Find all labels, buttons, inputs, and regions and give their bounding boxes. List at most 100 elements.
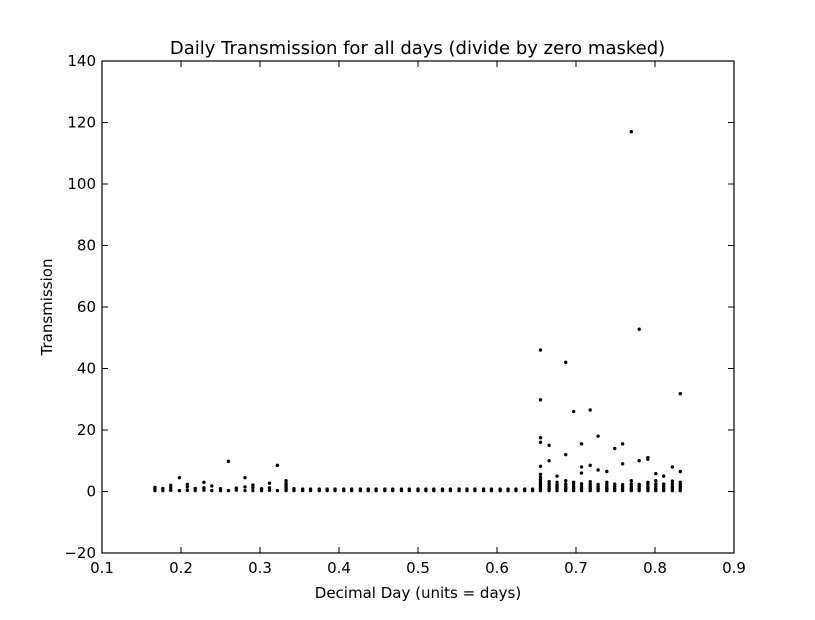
data-point (637, 327, 641, 331)
data-point (629, 482, 633, 486)
data-point (416, 487, 420, 491)
data-point (349, 487, 354, 491)
data-point (579, 442, 584, 446)
data-points (153, 130, 682, 493)
data-point (202, 486, 206, 490)
x-tick-label: 0.6 (485, 559, 509, 577)
y-tick-label: −20 (64, 544, 96, 562)
data-point (243, 485, 247, 489)
data-point (210, 488, 214, 493)
data-point (267, 481, 272, 485)
data-point (629, 484, 633, 489)
data-point (579, 465, 584, 469)
x-axis-label: Decimal Day (units = days) (315, 584, 521, 602)
data-point (432, 487, 436, 491)
data-point (267, 488, 272, 492)
y-tick-label: 0 (86, 483, 96, 501)
data-point (153, 485, 157, 490)
data-point (308, 487, 313, 491)
data-point (399, 487, 404, 491)
data-point (661, 482, 666, 486)
data-point (538, 472, 543, 476)
data-point (620, 483, 625, 487)
y-tick-label: 20 (77, 421, 96, 439)
data-point (661, 474, 666, 478)
y-tick-label: 60 (77, 298, 96, 316)
data-point (678, 392, 682, 396)
data-point (275, 488, 280, 493)
data-point (177, 475, 182, 480)
data-point (547, 479, 551, 484)
data-point (251, 488, 255, 493)
data-point (538, 475, 543, 480)
data-point (596, 434, 600, 438)
data-point (646, 485, 650, 489)
y-tick-label: 40 (77, 360, 96, 378)
data-point (374, 487, 378, 491)
data-point (391, 487, 395, 491)
data-point (538, 398, 543, 402)
data-point (538, 464, 543, 468)
data-point (555, 483, 559, 487)
x-tick-label: 0.1 (90, 559, 114, 577)
data-point (670, 484, 675, 489)
data-point (661, 484, 666, 489)
data-point (564, 479, 568, 483)
data-point (571, 480, 576, 484)
y-axis-label: Transmission (38, 259, 56, 357)
data-point (185, 485, 190, 489)
data-point (169, 483, 173, 488)
y-tick-label: 120 (67, 114, 96, 132)
x-tick-label: 0.4 (327, 559, 351, 577)
chart-title: Daily Transmission for all days (divide … (170, 38, 665, 59)
data-point (251, 483, 255, 487)
x-axis-ticks: 0.1 0.2 0.3 0.4 0.5 0.6 0.7 0.8 0.9 (90, 61, 746, 577)
data-point (555, 474, 559, 478)
data-point (620, 462, 625, 466)
data-point (538, 348, 543, 352)
data-point (629, 130, 633, 134)
data-point (358, 487, 363, 491)
data-point (342, 487, 346, 491)
y-axis-ticks: −20 0 20 40 60 80 100 120 140 (64, 52, 734, 562)
data-point (564, 482, 568, 486)
data-point (538, 440, 543, 444)
data-point (596, 468, 600, 472)
data-point (226, 488, 231, 493)
data-point (169, 486, 173, 490)
data-point (588, 463, 592, 468)
data-point (284, 479, 288, 483)
data-point (407, 487, 412, 491)
data-point (267, 486, 272, 490)
data-point (465, 487, 469, 491)
data-point (538, 435, 543, 440)
data-point (538, 480, 543, 484)
data-point (333, 487, 337, 491)
data-point (670, 482, 675, 486)
data-point (620, 442, 625, 446)
data-point (637, 459, 641, 463)
data-point (571, 409, 576, 414)
data-point (251, 485, 255, 490)
data-point (300, 487, 305, 491)
x-tick-label: 0.5 (406, 559, 430, 577)
data-point (530, 487, 535, 491)
data-point (292, 487, 296, 491)
data-point (613, 446, 617, 451)
data-point (670, 479, 675, 483)
data-point (481, 487, 486, 491)
data-point (325, 487, 329, 491)
data-point (514, 487, 518, 491)
data-point (457, 487, 461, 491)
data-point (646, 455, 650, 460)
data-point (522, 487, 527, 491)
x-tick-label: 0.8 (643, 559, 667, 577)
x-tick-label: 0.2 (169, 559, 193, 577)
data-point (226, 459, 231, 464)
data-point (259, 487, 264, 491)
data-point (489, 487, 494, 491)
data-point (579, 471, 584, 475)
data-point (538, 478, 543, 482)
y-tick-label: 80 (77, 237, 96, 255)
